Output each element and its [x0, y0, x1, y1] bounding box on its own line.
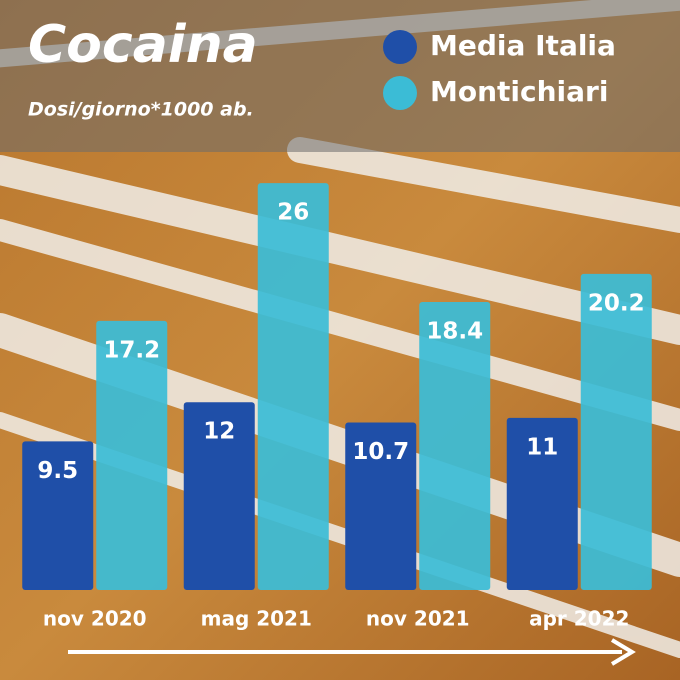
bar: [580, 273, 652, 590]
value-label: 9.5: [37, 458, 78, 484]
bar: [183, 402, 255, 590]
time-arrow: [68, 638, 636, 666]
bar: [96, 320, 168, 590]
bar: [345, 422, 417, 590]
value-label: 10.7: [352, 439, 409, 465]
value-label: 17.2: [103, 337, 160, 363]
bar: [257, 183, 329, 590]
bar: [506, 417, 578, 590]
x-tick-label: nov 2021: [366, 607, 470, 631]
bar: [419, 302, 491, 590]
legend-label: Media Italia: [430, 29, 616, 62]
legend: Media Italia Montichiari: [383, 29, 616, 110]
legend-label: Montichiari: [430, 75, 608, 108]
plot: nov 2020 9.5 17.2 mag 2021 12 26 nov 2021 10.7 1…: [22, 183, 652, 631]
value-label: 18.4: [426, 319, 483, 345]
chart-title: Cocaina: [28, 15, 258, 75]
x-tick-label: apr 2022: [529, 607, 629, 631]
value-label: 20.2: [588, 290, 645, 316]
value-label: 26: [277, 200, 309, 226]
legend-swatch: [383, 30, 417, 64]
value-label: 11: [526, 434, 558, 460]
x-tick-label: nov 2020: [43, 607, 147, 631]
legend-swatch: [383, 76, 417, 110]
chart-subtitle: Dosi/giorno*1000 ab.: [28, 99, 254, 121]
header-band: [0, 0, 680, 152]
arrow-head: [610, 638, 636, 666]
value-label: 12: [203, 419, 235, 445]
x-tick-label: mag 2021: [201, 607, 312, 631]
bar: [22, 441, 94, 590]
